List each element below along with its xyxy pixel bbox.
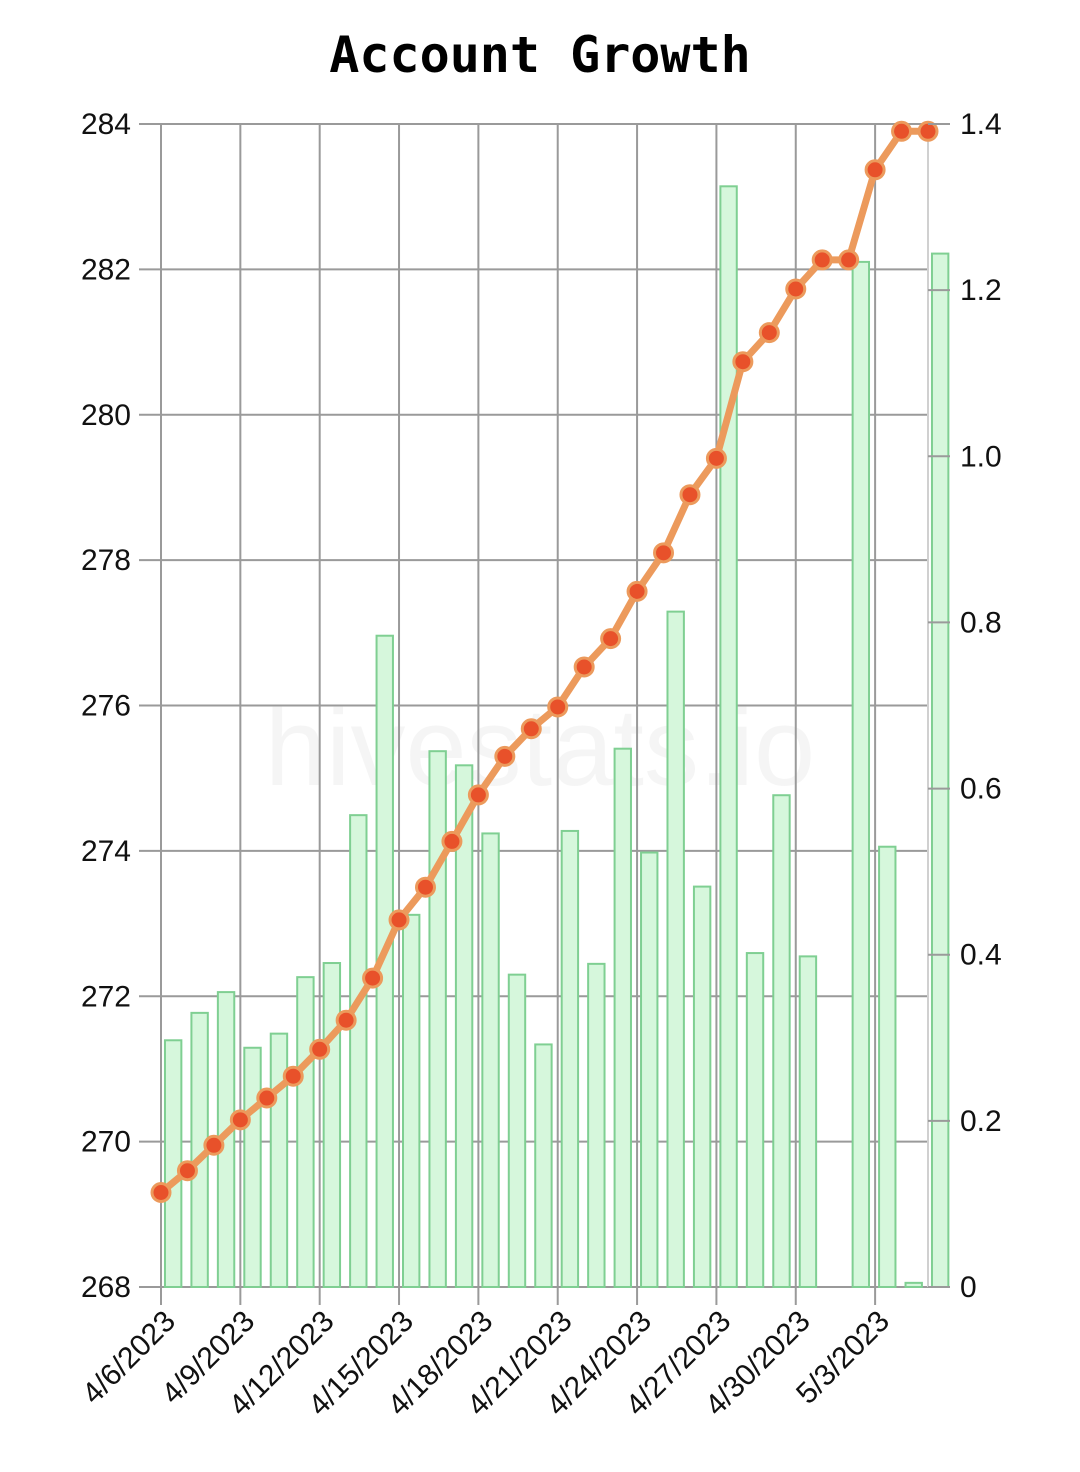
bar bbox=[163, 1039, 183, 1288]
line-point bbox=[203, 1134, 225, 1156]
line-point bbox=[150, 1182, 172, 1204]
line-point bbox=[679, 484, 701, 506]
bar bbox=[454, 764, 474, 1288]
line-point bbox=[785, 278, 807, 300]
bar bbox=[798, 955, 818, 1289]
line-point bbox=[653, 542, 675, 564]
bar bbox=[481, 832, 500, 1288]
line-point bbox=[811, 249, 833, 271]
line-point bbox=[256, 1087, 278, 1109]
bar bbox=[904, 1281, 923, 1289]
left-tick-label: 284 bbox=[81, 108, 131, 141]
line-point bbox=[282, 1065, 304, 1087]
line-point bbox=[520, 718, 542, 740]
right-tick-label: 1.0 bbox=[960, 440, 1002, 473]
line-point bbox=[838, 249, 860, 271]
line-point bbox=[388, 909, 410, 931]
left-tick-label: 276 bbox=[81, 690, 131, 723]
bar bbox=[666, 610, 685, 1288]
right-tick-label: 0.4 bbox=[960, 939, 1002, 972]
line-point bbox=[600, 628, 622, 650]
left-tick-label: 274 bbox=[81, 835, 131, 868]
bar bbox=[930, 252, 950, 1288]
bar bbox=[402, 913, 421, 1289]
left-tick-label: 282 bbox=[81, 253, 131, 286]
bar bbox=[692, 885, 712, 1288]
line-point bbox=[705, 447, 727, 469]
left-tick-label: 268 bbox=[81, 1271, 131, 1304]
line-point bbox=[229, 1109, 251, 1131]
line-point bbox=[414, 876, 436, 898]
line-point bbox=[176, 1160, 198, 1182]
grid bbox=[160, 123, 929, 1288]
right-tick-label: 0 bbox=[960, 1271, 977, 1304]
line-point bbox=[362, 967, 384, 989]
line-point bbox=[758, 322, 780, 344]
line-point bbox=[864, 159, 886, 181]
line-point bbox=[309, 1038, 331, 1060]
bar bbox=[560, 829, 580, 1288]
left-tick-label: 270 bbox=[81, 1126, 131, 1159]
bar bbox=[428, 750, 447, 1288]
line-series bbox=[150, 120, 939, 1204]
line-point bbox=[467, 784, 489, 806]
line-point bbox=[573, 656, 595, 678]
bar bbox=[613, 747, 632, 1288]
left-tick-label: 278 bbox=[81, 544, 131, 577]
line-point bbox=[732, 351, 754, 373]
bar bbox=[296, 976, 315, 1288]
line-point bbox=[626, 580, 648, 602]
bar bbox=[534, 1043, 553, 1288]
bar bbox=[243, 1046, 262, 1288]
left-tick-label: 272 bbox=[81, 980, 131, 1013]
line-point bbox=[891, 120, 913, 142]
line-point bbox=[335, 1009, 357, 1031]
bar bbox=[745, 952, 765, 1288]
right-tick-label: 1.4 bbox=[960, 108, 1002, 141]
bar bbox=[878, 845, 897, 1288]
bar bbox=[719, 185, 738, 1288]
bar bbox=[322, 962, 342, 1288]
chart-title: Account Growth bbox=[329, 26, 750, 84]
line-point bbox=[547, 696, 569, 718]
bar bbox=[640, 851, 659, 1288]
left-tick-label: 280 bbox=[81, 399, 131, 432]
right-tick-label: 0.6 bbox=[960, 773, 1002, 806]
right-tick-label: 1.2 bbox=[960, 274, 1002, 307]
bar bbox=[851, 260, 871, 1288]
bar bbox=[349, 814, 368, 1288]
bar bbox=[587, 962, 606, 1289]
line-point bbox=[494, 745, 516, 767]
line-point bbox=[917, 120, 939, 142]
right-tick-label: 0.8 bbox=[960, 606, 1002, 639]
bar bbox=[772, 794, 791, 1289]
bar bbox=[507, 973, 527, 1288]
right-tick-label: 0.2 bbox=[960, 1105, 1002, 1138]
line-point bbox=[441, 830, 463, 852]
